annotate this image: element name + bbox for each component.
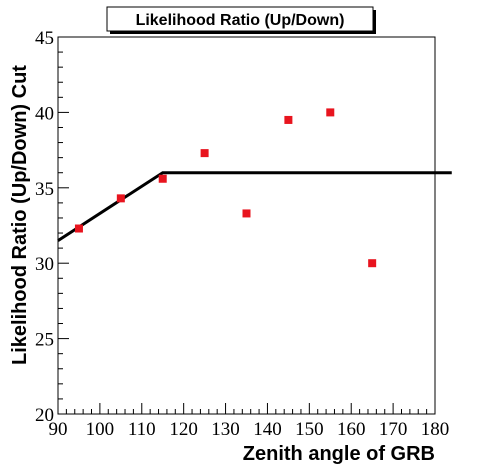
y-tick-label: 30 <box>35 254 54 275</box>
y-tick-label: 45 <box>35 28 54 49</box>
y-axis-label: Likelihood Ratio (Up/Down) Cut <box>9 65 31 365</box>
x-tick-label: 180 <box>421 419 450 440</box>
y-tick-label: 25 <box>35 330 54 351</box>
y-tick-label: 40 <box>35 103 54 124</box>
x-tick-label: 90 <box>49 419 68 440</box>
x-tick-label: 130 <box>211 419 240 440</box>
x-tick-label: 110 <box>128 419 156 440</box>
data-point <box>326 108 335 117</box>
data-point <box>368 259 377 268</box>
x-tick-label: 100 <box>86 419 115 440</box>
plot-frame <box>57 36 436 415</box>
data-layer <box>57 108 452 268</box>
x-tick-label: 160 <box>337 419 366 440</box>
data-point <box>242 209 251 218</box>
data-point <box>284 115 293 124</box>
x-axis-label: Zenith angle of GRB <box>243 443 435 465</box>
x-tick-label: 120 <box>169 419 198 440</box>
data-point <box>200 149 209 158</box>
x-tick-label: 170 <box>379 419 408 440</box>
chart-title-text: Likelihood Ratio (Up/Down) <box>136 12 345 29</box>
y-tick-label: 35 <box>35 179 54 200</box>
cut-line <box>57 171 452 242</box>
axis-tick-labels: 90 100 110 120 130 140 150 160 170 180 20 25 30 35 40 4… <box>35 28 449 440</box>
x-tick-label: 150 <box>295 419 324 440</box>
data-point <box>158 174 167 183</box>
title-box <box>106 6 374 32</box>
data-point <box>116 194 125 203</box>
x-tick-label: 140 <box>253 419 282 440</box>
data-point <box>74 224 83 233</box>
axis-ticks <box>57 36 436 415</box>
chart-title: Likelihood Ratio (Up/Down) <box>106 6 376 34</box>
y-tick-label: 20 <box>35 405 54 426</box>
